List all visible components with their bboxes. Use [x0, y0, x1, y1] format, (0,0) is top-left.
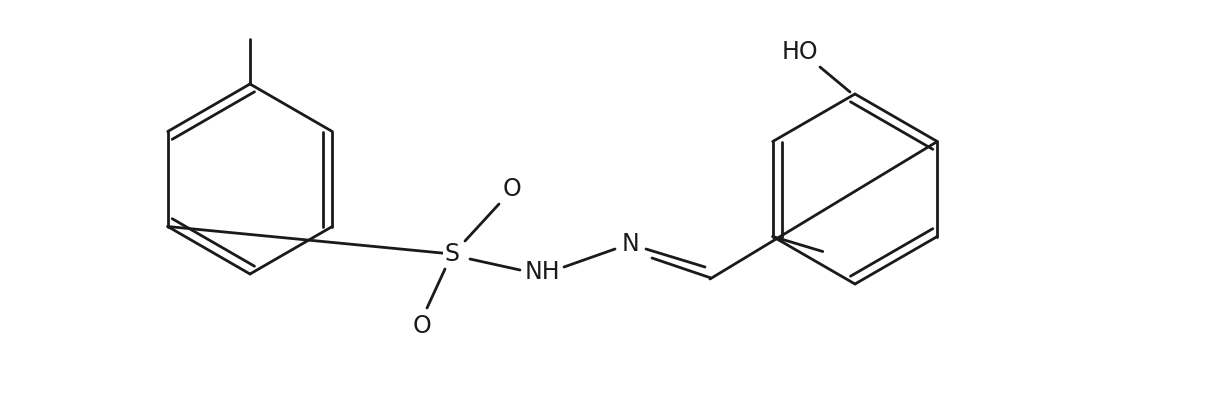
Text: NH: NH: [524, 260, 560, 284]
Text: N: N: [621, 232, 639, 256]
Text: S: S: [444, 242, 460, 266]
Text: O: O: [413, 314, 432, 338]
Text: HO: HO: [782, 40, 818, 64]
Text: O: O: [502, 177, 522, 201]
